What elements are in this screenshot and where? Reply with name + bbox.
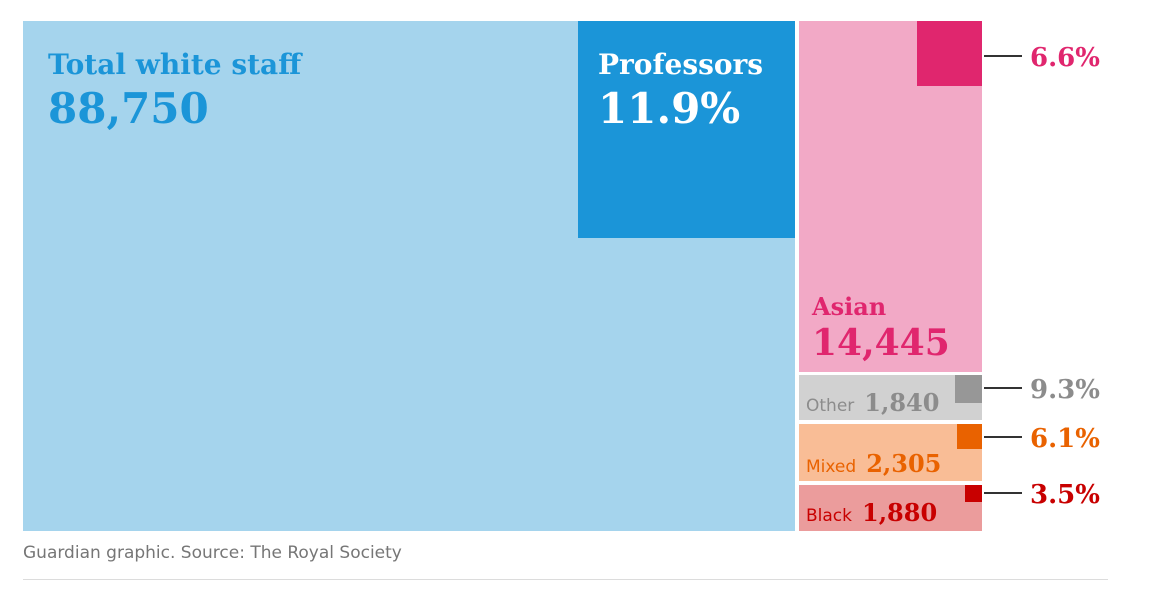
black-staff-rect bbox=[799, 485, 982, 531]
white-staff-label: Total white staff bbox=[48, 48, 303, 81]
footer-divider bbox=[23, 579, 1108, 580]
black-professors-share: 3.5% bbox=[1030, 480, 1100, 510]
white-staff-value: 88,750 bbox=[48, 84, 209, 133]
mixed-staff-text: Mixed 2,305 bbox=[806, 449, 941, 478]
black-staff-label: Black bbox=[806, 506, 852, 526]
other-staff-label: Other bbox=[806, 396, 854, 416]
mixed-professors-share: 6.1% bbox=[1030, 424, 1100, 454]
other-staff-value: 1,840 bbox=[864, 388, 939, 417]
source-note: Guardian graphic. Source: The Royal Soci… bbox=[23, 543, 402, 563]
other-professors-share: 9.3% bbox=[1030, 375, 1100, 405]
other-staff-text: Other 1,840 bbox=[806, 388, 939, 417]
asian-staff-value: 14,445 bbox=[812, 322, 950, 364]
white-professors-rect bbox=[578, 21, 795, 238]
mixed-staff-rect bbox=[799, 424, 982, 481]
asian-professors-share: 6.6% bbox=[1030, 43, 1100, 73]
black-staff-value: 1,880 bbox=[862, 498, 937, 527]
asian-staff-label: Asian bbox=[811, 292, 886, 321]
white-professors-share: 11.9% bbox=[598, 84, 740, 133]
black-professors-rect bbox=[965, 485, 982, 502]
mixed-professors-rect bbox=[957, 424, 982, 449]
mixed-staff-value: 2,305 bbox=[866, 449, 941, 478]
mixed-staff-label: Mixed bbox=[806, 457, 856, 477]
black-staff-text: Black 1,880 bbox=[806, 498, 937, 527]
professors-label: Professors bbox=[598, 48, 763, 81]
other-professors-rect bbox=[955, 375, 982, 403]
other-staff-rect bbox=[799, 375, 982, 420]
treemap-chart: Total white staff 88,750 Professors 11.9… bbox=[23, 21, 1100, 531]
asian-professors-rect bbox=[917, 21, 982, 86]
